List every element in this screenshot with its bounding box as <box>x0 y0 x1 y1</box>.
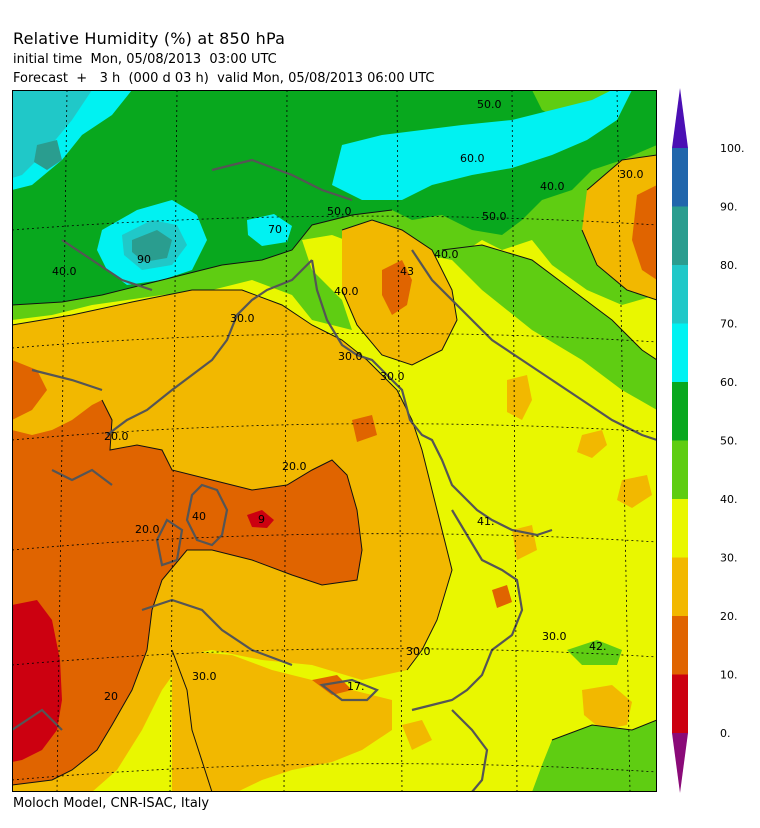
contour-label: 90 <box>137 253 151 266</box>
chart-title: Relative Humidity (%) at 850 hPa <box>13 29 286 48</box>
contour-label: 30.0 <box>406 645 431 658</box>
contour-label: 40.0 <box>334 285 359 298</box>
colorbar-box <box>672 323 688 383</box>
field-red-center <box>247 510 274 528</box>
contour-label: 20.0 <box>282 460 307 473</box>
colorbar-box <box>672 440 688 500</box>
contour-label: 30.0 <box>380 370 405 383</box>
colorbar-over-triangle <box>672 88 688 148</box>
contour-lines <box>12 154 657 792</box>
colorbar-tick-label: 60. <box>720 376 738 389</box>
colorbar-boxes <box>672 148 688 734</box>
contour-label: 43 <box>400 265 414 278</box>
contour-label: 30.0 <box>192 670 217 683</box>
contour-label: 30.0 <box>542 630 567 643</box>
contour-label: 50.0 <box>482 210 507 223</box>
field-light-green-east <box>442 245 657 410</box>
field-deep-teal-nw <box>34 140 62 170</box>
colorbar-tick-label: 30. <box>720 552 738 565</box>
coastlines <box>12 158 657 792</box>
colorbar-tick-labels: 100. 90. 80. 70. 60. 50. 40. 30. 20. 10. 0. <box>720 142 745 740</box>
contour-label: 20 <box>104 690 118 703</box>
colorbar-box <box>672 616 688 675</box>
field-dark-orange-east <box>632 185 657 280</box>
colorbar-box <box>672 674 688 734</box>
colorbar-box <box>672 206 688 266</box>
contour-label: 30.0 <box>230 312 255 325</box>
contour-label: 41. <box>477 515 495 528</box>
forecast-valid-text: Forecast + 3 h (000 d 03 h) valid Mon, 0… <box>13 71 435 86</box>
contour-label: 50.0 <box>477 98 502 111</box>
contour-label: 40 <box>192 510 206 523</box>
contour-label: 30.0 <box>338 350 363 363</box>
colorbar-tick-label: 50. <box>720 435 738 448</box>
field-light-green-south <box>532 720 657 792</box>
contour-label: 20.0 <box>135 523 160 536</box>
field-orange-east <box>582 155 657 300</box>
contour-label: 9 <box>258 513 265 526</box>
contour-labels: 50.0 60.0 70 90 40.0 30.0 50.0 30.0 40.0… <box>52 98 644 703</box>
colorbar-box <box>672 265 688 324</box>
colorbar-tick-label: 0. <box>720 727 731 740</box>
field-light-green-spot <box>567 640 622 665</box>
colorbar-tick-label: 90. <box>720 201 738 214</box>
graticule <box>12 90 657 792</box>
field-cyan-small <box>247 214 292 246</box>
colorbar-tick-label: 40. <box>720 493 738 506</box>
colorbar-box <box>672 557 688 617</box>
colorbar-box <box>672 148 688 207</box>
field-orange-se <box>582 685 632 730</box>
colorbar-box <box>672 499 688 558</box>
field-deep-teal <box>132 230 172 262</box>
colorbar-tick-label: 10. <box>720 669 738 682</box>
field-orange-lower <box>172 650 392 792</box>
field-cyan <box>332 90 632 200</box>
field-teal <box>12 90 92 178</box>
contour-label: 70 <box>268 223 282 236</box>
contour-label: 60.0 <box>460 152 485 165</box>
colorbar-under-triangle <box>672 733 688 793</box>
colorbar-tick-label: 70. <box>720 318 738 331</box>
colorbar-tick-label: 100. <box>720 142 745 155</box>
model-credit: Moloch Model, CNR-ISAC, Italy <box>13 796 210 811</box>
colorbar-box <box>672 382 688 441</box>
contour-label: 40.0 <box>540 180 565 193</box>
contour-label: 50.0 <box>327 205 352 218</box>
map-frame <box>12 90 657 792</box>
field-dark-orange <box>12 360 362 785</box>
contour-label: 17. <box>347 680 365 693</box>
field-dark-orange-ne <box>382 260 412 315</box>
humidity-map: 50.0 60.0 70 90 40.0 30.0 50.0 30.0 40.0… <box>12 90 657 792</box>
contour-label: 20.0 <box>104 430 129 443</box>
colorbar: 100. 90. 80. 70. 60. 50. 40. 30. 20. 10. 0. <box>672 88 745 793</box>
contour-label: 30.0 <box>619 168 644 181</box>
colorbar-tick-label: 80. <box>720 259 738 272</box>
contour-label: 40.0 <box>434 248 459 261</box>
initial-time-text: initial time Mon, 05/08/2013 03:00 UTC <box>13 52 277 67</box>
colorbar-tick-label: 20. <box>720 610 738 623</box>
contour-label: 40.0 <box>52 265 77 278</box>
contour-label: 42. <box>589 640 607 653</box>
